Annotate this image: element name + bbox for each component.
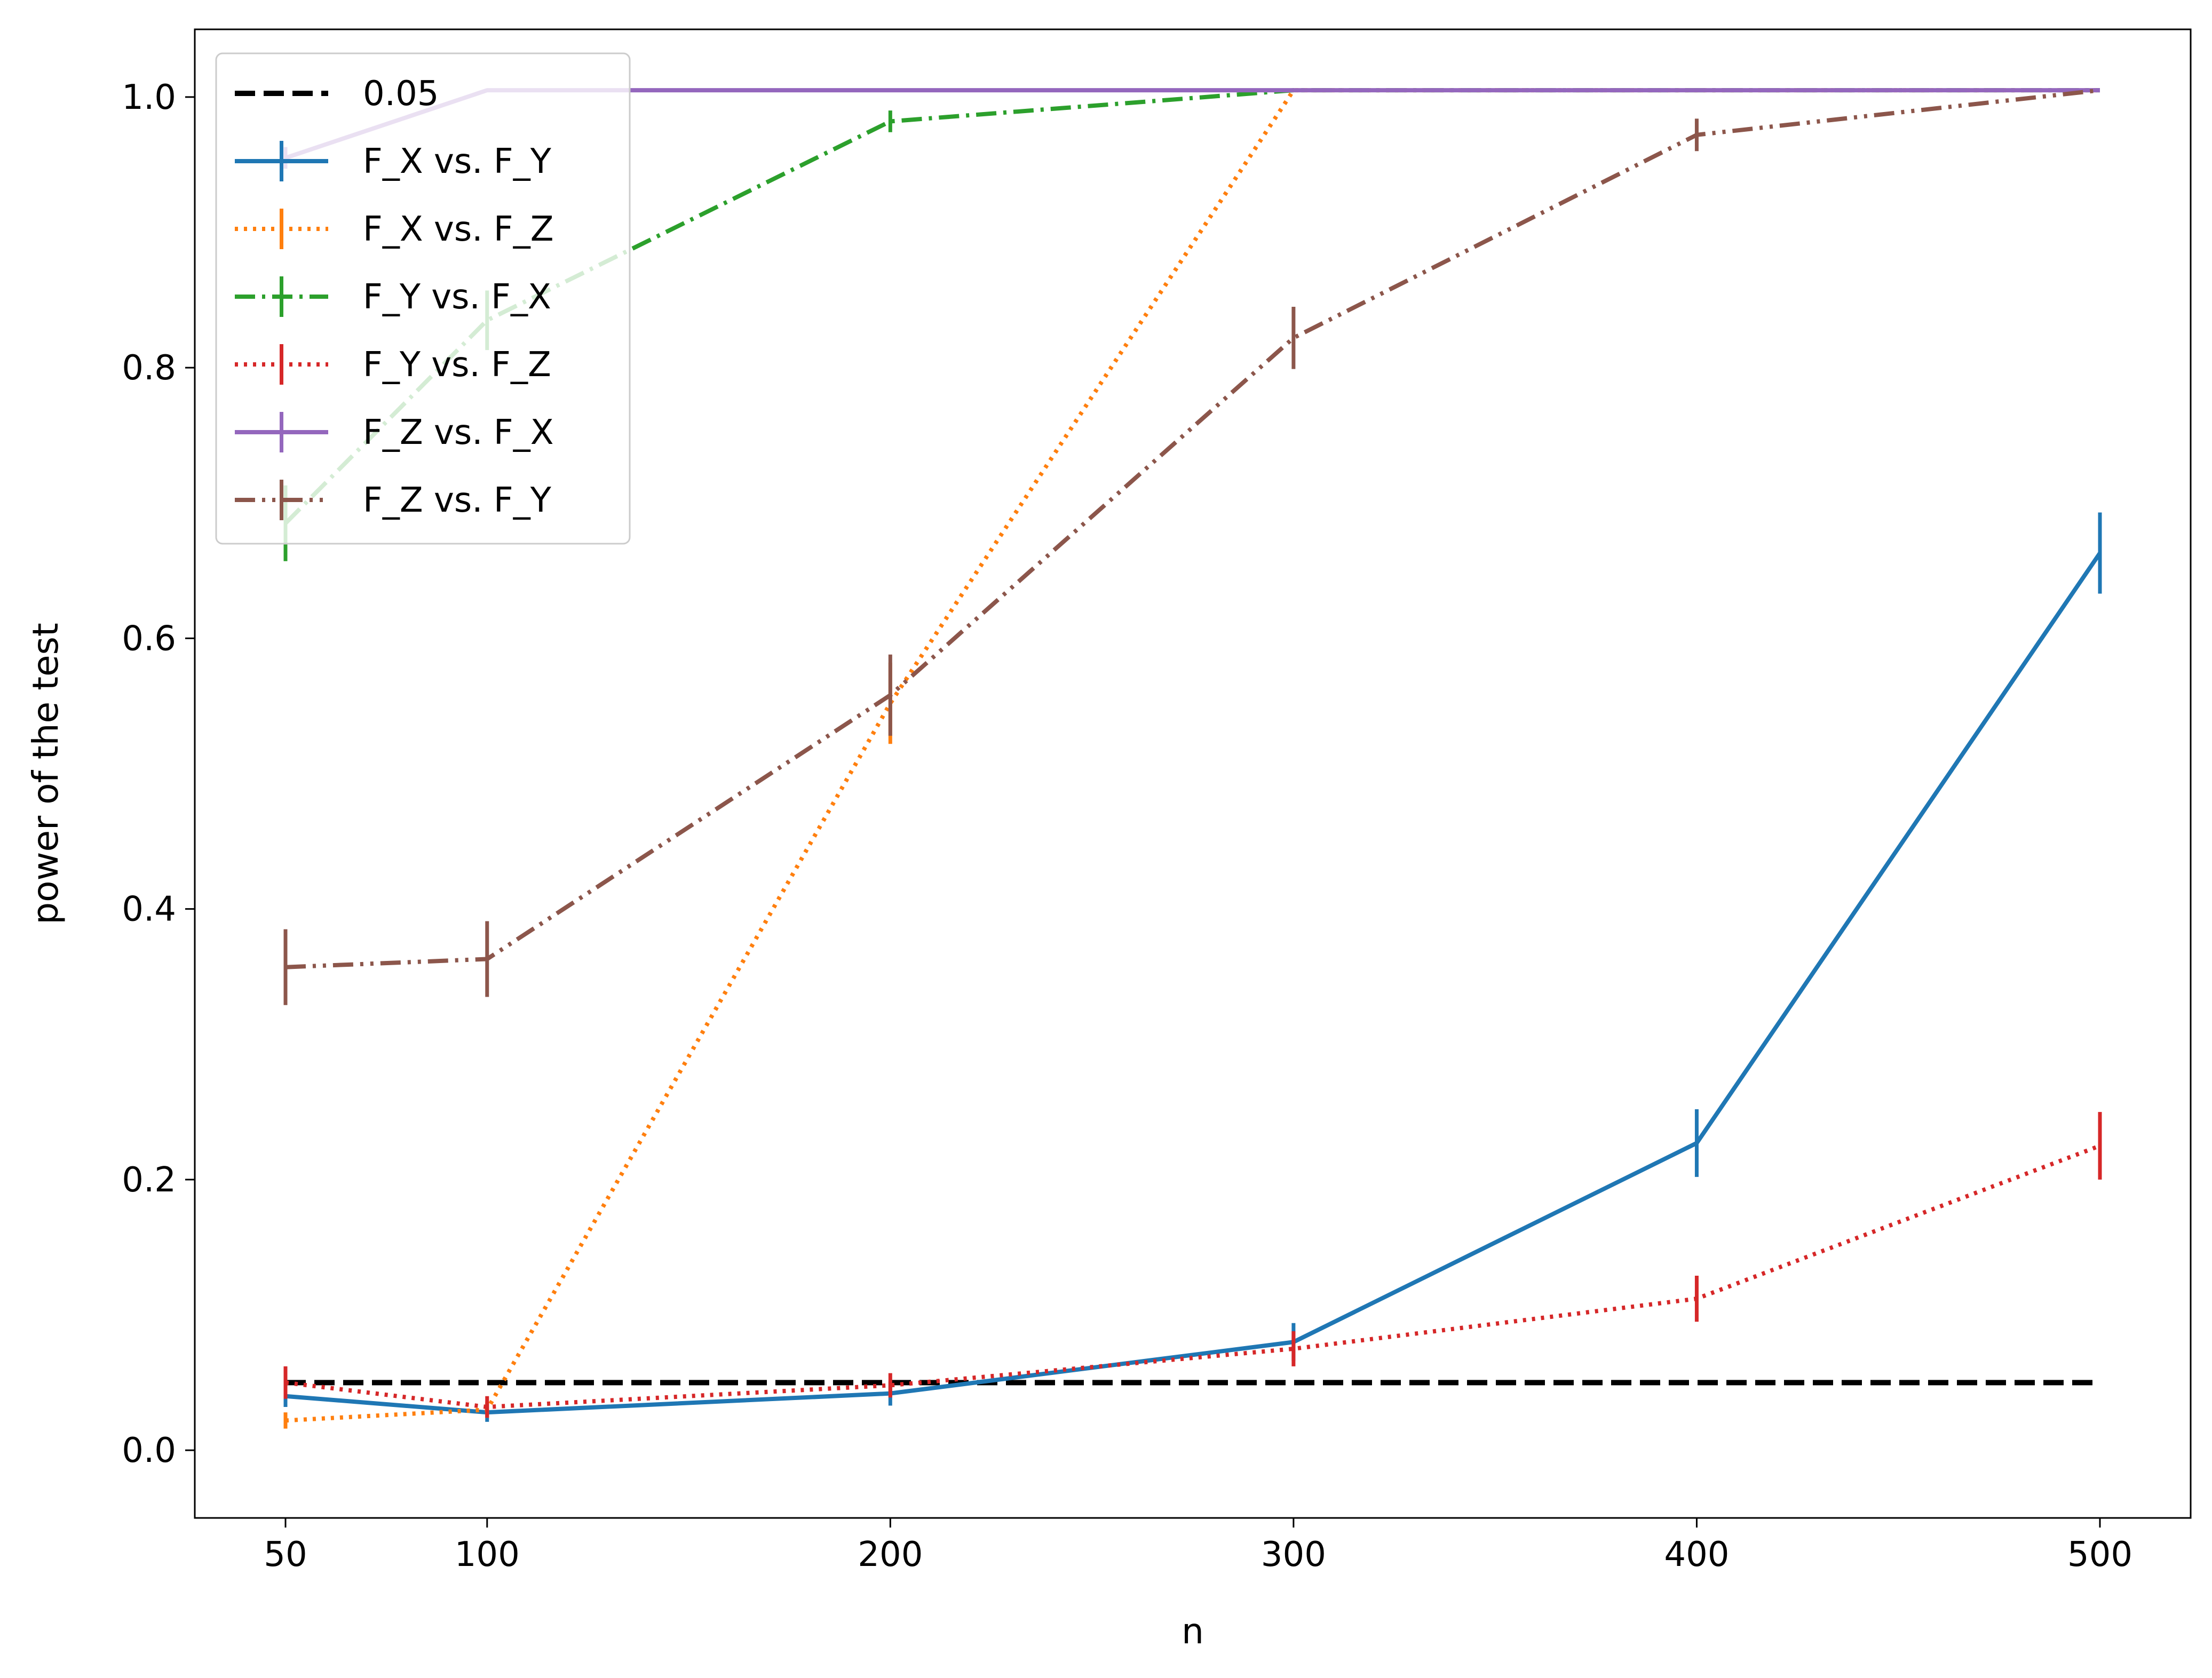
axes-frame [194, 28, 2192, 1519]
y-tick-label: 0.4 [122, 890, 176, 929]
legend-label-4: F_Y vs. F_X [363, 277, 551, 317]
legend-box [215, 52, 631, 545]
x-tick-label: 400 [1664, 1535, 1729, 1574]
legend-label-1: 0.05 [363, 74, 439, 114]
axes: 50 100 200 300 400 500 0.0 0.2 0.4 0.6 0.8 1.0 [122, 28, 2192, 1574]
x-tick-label: 300 [1261, 1535, 1326, 1574]
y-tick-label: 0.2 [122, 1160, 176, 1200]
x-tick-label: 100 [455, 1535, 520, 1574]
y-tick-label: 0.8 [122, 348, 176, 388]
legend-label-2: F_X vs. F_Y [363, 142, 552, 181]
x-tick-label: 50 [264, 1535, 307, 1574]
legend-label-6: F_Z vs. F_X [363, 413, 554, 452]
legend-label-7: F_Z vs. F_Y [363, 481, 552, 520]
x-tick-label: 200 [858, 1535, 923, 1574]
legend-label-5: F_Y vs. F_Z [363, 345, 551, 385]
legend-label-3: F_X vs. F_Z [363, 210, 554, 249]
y-axis-label: power of the test [25, 623, 66, 925]
series-line-6 [285, 88, 2100, 969]
x-axis-label: n [1182, 1611, 1204, 1652]
y-tick-label: 0.6 [122, 619, 176, 658]
x-tick-label: 500 [2067, 1535, 2132, 1574]
series-line-4 [285, 1143, 2101, 1410]
y-tick-label: 1.0 [122, 78, 176, 117]
legend: 0.05 F_X vs. F_Y F_X vs. F_Z F_Y vs. F_X F_Y… [215, 52, 631, 545]
y-tick-label: 0.0 [122, 1431, 176, 1470]
